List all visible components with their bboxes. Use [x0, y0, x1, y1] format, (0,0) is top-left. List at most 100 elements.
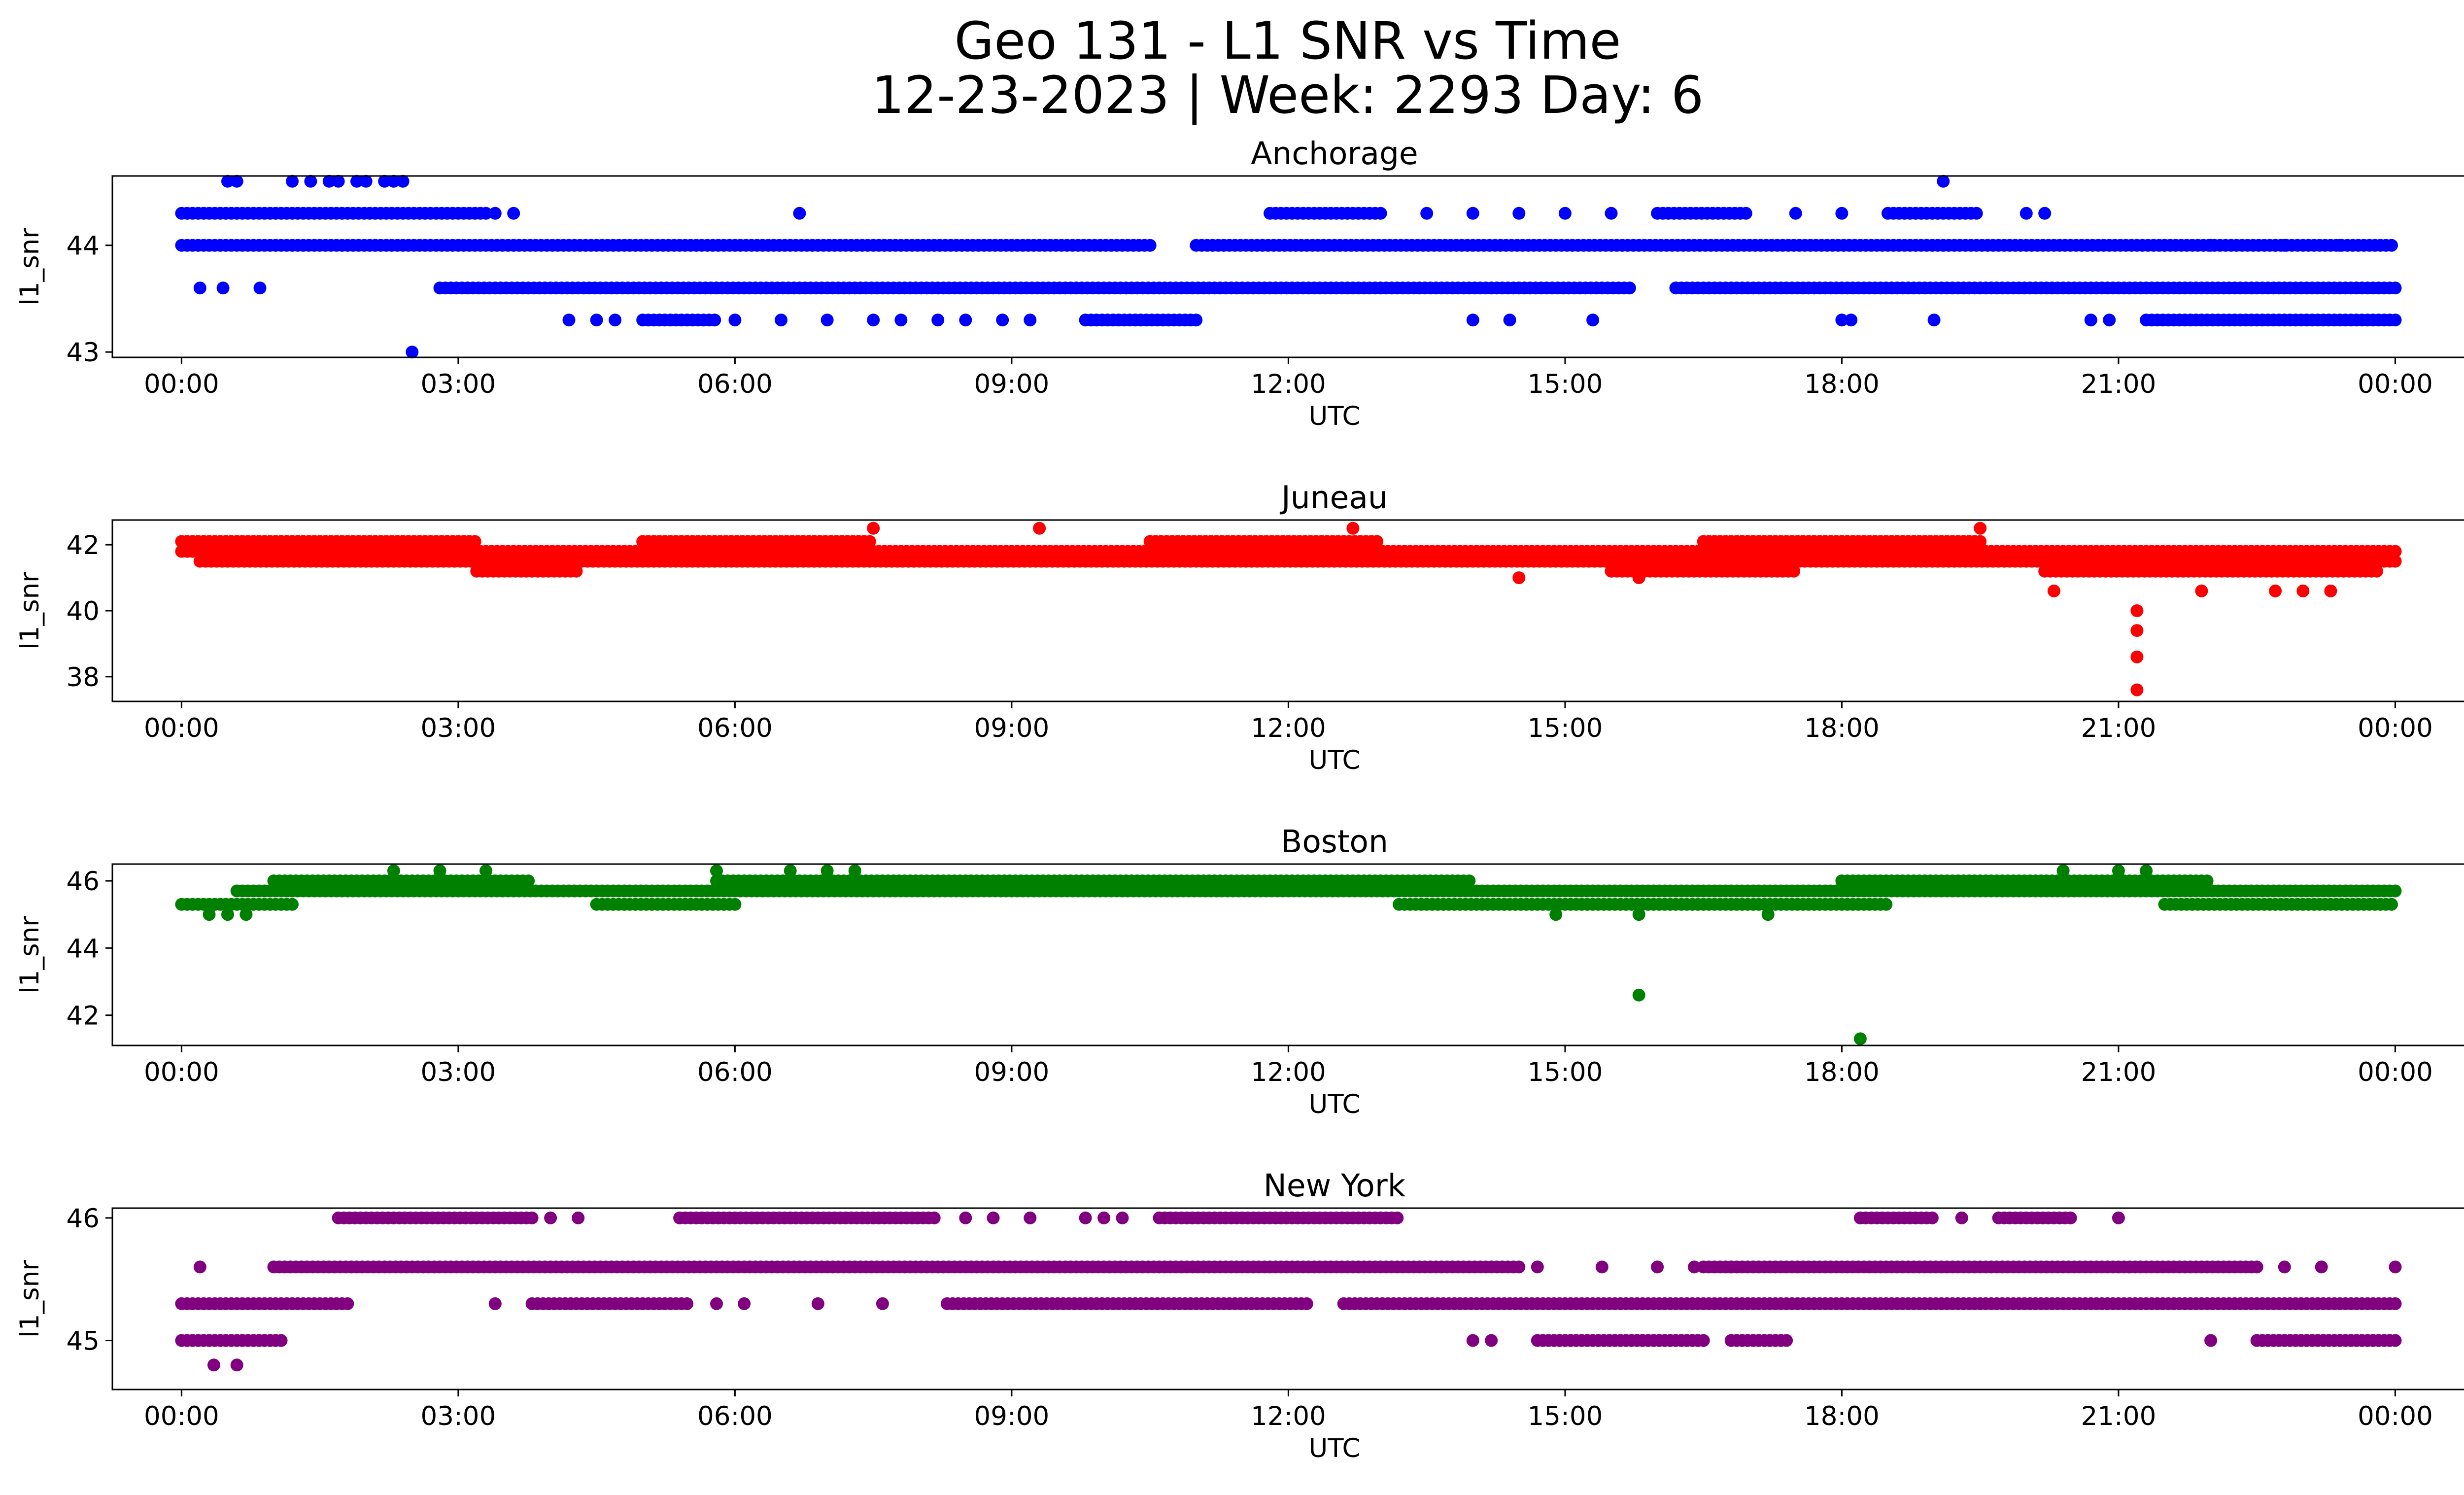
data-point — [1853, 1032, 1867, 1045]
data-point — [2389, 555, 2402, 568]
data-point — [216, 281, 230, 295]
data-point — [2269, 584, 2282, 597]
data-point — [479, 864, 492, 877]
data-point — [959, 1211, 972, 1224]
data-point — [1835, 207, 1848, 220]
data-point — [1880, 898, 1893, 911]
data-point — [1531, 1260, 1544, 1274]
x-tick-label: 00:00 — [144, 1401, 219, 1431]
y-axis-label: l1_snr — [15, 1260, 45, 1338]
x-tick-label: 00:00 — [144, 1057, 219, 1087]
data-point — [2250, 1260, 2263, 1274]
y-axis-label: l1_snr — [15, 916, 45, 994]
data-point — [221, 174, 234, 188]
y-tick-label: 46 — [67, 867, 100, 897]
chart-panel-boston: Boston 00:00 03:00 06:00 09:00 12:00 15:00 18:0… — [15, 824, 2464, 1119]
data-point — [1632, 908, 1645, 921]
data-point — [867, 522, 880, 535]
data-point — [708, 313, 721, 327]
data-point — [876, 1297, 889, 1310]
data-point — [1724, 1260, 1738, 1274]
data-point — [1079, 1211, 1092, 1224]
x-tick-label: 00:00 — [2358, 1057, 2433, 1087]
data-point — [1512, 1260, 1526, 1274]
x-tick-label: 00:00 — [144, 713, 219, 743]
data-point — [728, 313, 742, 327]
data-point — [1466, 207, 1479, 220]
data-point — [1632, 988, 1645, 1002]
data-point — [1370, 535, 1384, 548]
data-point — [1787, 564, 1801, 578]
data-point — [1549, 908, 1563, 921]
data-point — [2278, 239, 2291, 252]
data-point — [1024, 1211, 1037, 1224]
data-point — [378, 174, 391, 188]
y-tick-label: 44 — [67, 231, 100, 261]
data-point — [2130, 624, 2144, 637]
data-point — [570, 564, 583, 578]
data-point — [2389, 1297, 2402, 1310]
data-point — [1374, 207, 1387, 220]
data-point — [1391, 1211, 1404, 1224]
series-juneau — [175, 522, 2402, 696]
data-point — [2019, 207, 2033, 220]
data-point — [609, 313, 622, 327]
data-point — [274, 1334, 288, 1347]
data-point — [253, 281, 267, 295]
data-point — [1970, 207, 1983, 220]
x-tick-label: 06:00 — [697, 1401, 773, 1431]
data-point — [286, 898, 299, 911]
chart-panel-new-york: New York 00:00 03:00 06:00 09:00 12:00 15:00 18… — [15, 1168, 2464, 1463]
data-point — [1927, 313, 1941, 327]
data-point — [784, 864, 797, 877]
data-point — [2064, 1211, 2077, 1224]
x-axis-label: UTC — [1308, 1433, 1360, 1463]
axes-frame-anchorage — [111, 175, 2464, 358]
x-tick-label: 00:00 — [144, 369, 219, 399]
data-point — [1937, 174, 1950, 188]
data-point — [525, 1211, 539, 1224]
chart-panel-anchorage: Anchorage 00:00 03:00 06:00 09:00 12:00 15:00 1… — [15, 136, 2464, 431]
x-tick-label: 09:00 — [974, 1057, 1050, 1087]
data-point — [1300, 1297, 1313, 1310]
data-point — [1595, 1260, 1608, 1274]
y-tick-label: 46 — [67, 1204, 100, 1234]
x-tick-label: 18:00 — [1804, 1401, 1880, 1431]
data-point — [1116, 1211, 1129, 1224]
x-tick-label: 15:00 — [1528, 369, 1603, 399]
data-point — [1024, 313, 1037, 327]
data-point — [1097, 1211, 1111, 1224]
data-point — [2130, 604, 2144, 617]
data-point — [1789, 207, 1802, 220]
data-point — [2195, 584, 2208, 597]
data-point — [1845, 313, 1858, 327]
y-tick-label: 45 — [67, 1326, 100, 1356]
data-point — [1512, 571, 1526, 585]
series-new-york — [175, 1211, 2402, 1372]
data-point — [848, 864, 861, 877]
data-point — [1586, 313, 1600, 327]
data-point — [387, 174, 400, 188]
data-point — [1955, 1211, 1968, 1224]
data-point — [341, 1297, 354, 1310]
data-point — [710, 1297, 723, 1310]
data-point — [1466, 1334, 1479, 1347]
data-point — [1605, 207, 1618, 220]
data-point — [2389, 884, 2402, 898]
series-boston — [175, 864, 2402, 1045]
data-point — [959, 313, 972, 327]
x-tick-label: 03:00 — [421, 369, 496, 399]
data-point — [1143, 239, 1157, 252]
data-point — [1485, 1334, 1498, 1347]
data-point — [2385, 239, 2398, 252]
x-tick-label: 12:00 — [1251, 1401, 1326, 1431]
data-point — [468, 535, 481, 548]
data-point — [811, 1297, 824, 1310]
data-point — [1623, 281, 1636, 295]
data-point — [1033, 522, 1046, 535]
data-point — [2389, 1334, 2402, 1347]
data-point — [710, 864, 723, 877]
data-point — [544, 1211, 557, 1224]
y-tick-label: 42 — [67, 530, 100, 560]
data-point — [775, 313, 787, 327]
